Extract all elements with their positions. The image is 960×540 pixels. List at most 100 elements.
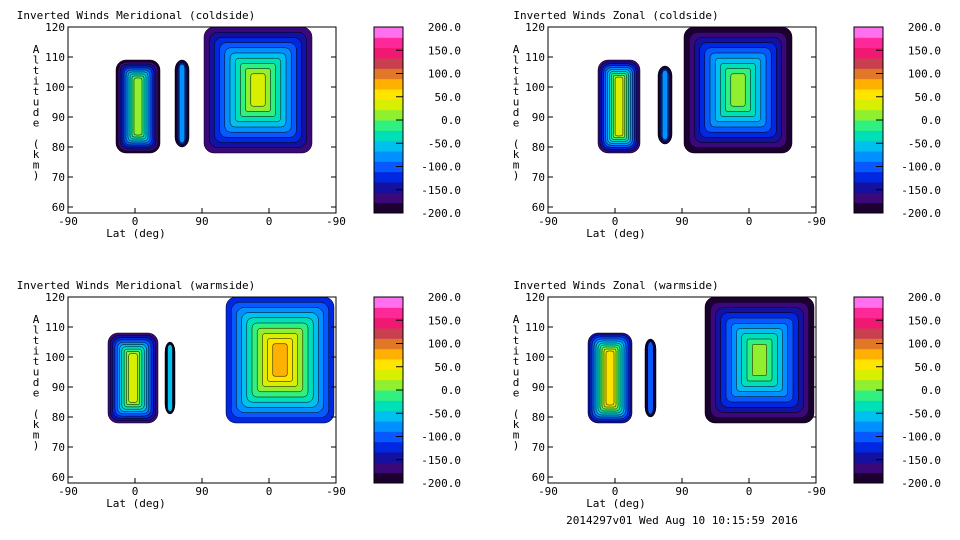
colorbar-band: [854, 109, 883, 121]
colorbar-tick-label: -100.0: [421, 161, 461, 174]
colorbar-band: [374, 452, 403, 463]
colorbar-band: [374, 192, 403, 204]
colorbar-band: [374, 182, 403, 193]
y-tick-label: 80: [52, 411, 65, 424]
contour-region: [730, 73, 746, 107]
colorbar-tick-label: -200.0: [901, 207, 941, 220]
colorbar-band: [854, 390, 883, 401]
x-tick-label: -90: [58, 215, 78, 228]
y-tick-label: 110: [525, 321, 545, 334]
colorbar-band: [374, 78, 403, 90]
colorbar-band: [374, 140, 403, 152]
y-tick-label: 60: [532, 471, 545, 484]
contour-region: [661, 69, 669, 141]
contour-region: [752, 344, 767, 376]
colorbar-tick-label: -50.0: [908, 137, 941, 150]
contour-region: [167, 344, 173, 412]
y-tick-label: 90: [532, 111, 545, 124]
x-tick-label: 0: [266, 485, 273, 498]
colorbar-band: [854, 369, 883, 381]
colorbar-band: [374, 348, 403, 360]
colorbar-band: [854, 431, 883, 443]
colorbar-band: [854, 58, 883, 69]
x-tick-label: 0: [612, 215, 619, 228]
colorbar-band: [854, 202, 883, 214]
colorbar-tick-label: 0.0: [921, 384, 941, 397]
y-tick-label: 110: [45, 321, 65, 334]
colorbar-tick-label: 0.0: [441, 384, 461, 397]
colorbar-band: [854, 120, 883, 131]
y-tick-label: 60: [52, 201, 65, 214]
colorbar-band: [374, 400, 403, 412]
x-tick-label: -90: [538, 485, 558, 498]
colorbar-tick-label: 100.0: [908, 68, 941, 81]
x-tick-label: 0: [612, 485, 619, 498]
colorbar-tick-label: 150.0: [908, 314, 941, 327]
colorbar-tick-label: -200.0: [901, 477, 941, 490]
colorbar-band: [374, 317, 403, 329]
y-tick-label: 120: [525, 291, 545, 304]
contour-region: [133, 77, 143, 136]
contour-region: [250, 73, 266, 107]
y-tick-label: 70: [52, 441, 65, 454]
colorbar-tick-label: 100.0: [428, 68, 461, 81]
y-tick-label: 100: [45, 81, 65, 94]
colorbar-band: [374, 120, 403, 131]
x-axis-label: Lat (deg): [586, 227, 646, 240]
x-tick-label: -90: [326, 215, 346, 228]
colorbar-band: [374, 359, 403, 370]
colorbar-band: [374, 390, 403, 401]
colorbar-tick-label: -150.0: [901, 454, 941, 467]
y-tick-label: 110: [525, 51, 545, 64]
colorbar-band: [374, 379, 403, 391]
colorbar-band: [854, 89, 883, 100]
colorbar-tick-label: -100.0: [901, 161, 941, 174]
colorbar-band: [854, 161, 883, 173]
colorbar-tick-label: -150.0: [421, 454, 461, 467]
colorbar-tick-label: 100.0: [428, 338, 461, 351]
colorbar-band: [374, 89, 403, 100]
colorbar-band: [854, 441, 883, 453]
colorbar-band: [854, 182, 883, 193]
chart-title: Inverted Winds Meridional (warmside): [17, 279, 255, 292]
colorbar-tick-label: -50.0: [428, 407, 461, 420]
colorbar-tick-label: 150.0: [908, 44, 941, 57]
contour-region: [605, 350, 615, 406]
colorbar-band: [374, 328, 403, 339]
x-axis-label: Lat (deg): [106, 227, 166, 240]
y-tick-label: 100: [525, 81, 545, 94]
colorbar-band: [374, 338, 403, 350]
colorbar-tick-label: 50.0: [435, 91, 462, 104]
colorbar-band: [374, 47, 403, 59]
colorbar-band: [854, 400, 883, 412]
x-tick-label: 90: [675, 485, 688, 498]
colorbar-tick-label: 50.0: [915, 91, 942, 104]
colorbar-tick-label: -200.0: [421, 207, 461, 220]
colorbar-band: [374, 109, 403, 121]
y-tick-label: 70: [52, 171, 65, 184]
colorbar-band: [854, 317, 883, 329]
contour-region: [647, 341, 654, 415]
x-axis-label: Lat (deg): [586, 497, 646, 510]
colorbar-tick-label: -100.0: [421, 431, 461, 444]
y-tick-label: 110: [45, 51, 65, 64]
y-tick-label: 120: [45, 291, 65, 304]
x-tick-label: 0: [132, 485, 139, 498]
colorbar-band: [374, 431, 403, 443]
colorbar-band: [854, 171, 883, 183]
x-tick-label: -90: [806, 485, 826, 498]
colorbar-tick-label: 0.0: [441, 114, 461, 127]
colorbar-tick-label: 50.0: [435, 361, 462, 374]
chart-panel: Inverted Winds Meridional (coldside) -90 0…: [17, 9, 461, 240]
contour-region: [614, 76, 624, 137]
colorbar-band: [854, 328, 883, 339]
x-tick-label: 90: [195, 215, 208, 228]
colorbar-tick-label: -150.0: [421, 184, 461, 197]
colorbar-band: [854, 379, 883, 391]
colorbar-band: [374, 171, 403, 183]
colorbar-band: [374, 151, 403, 162]
x-tick-label: -90: [58, 485, 78, 498]
contour-region: [128, 353, 138, 403]
